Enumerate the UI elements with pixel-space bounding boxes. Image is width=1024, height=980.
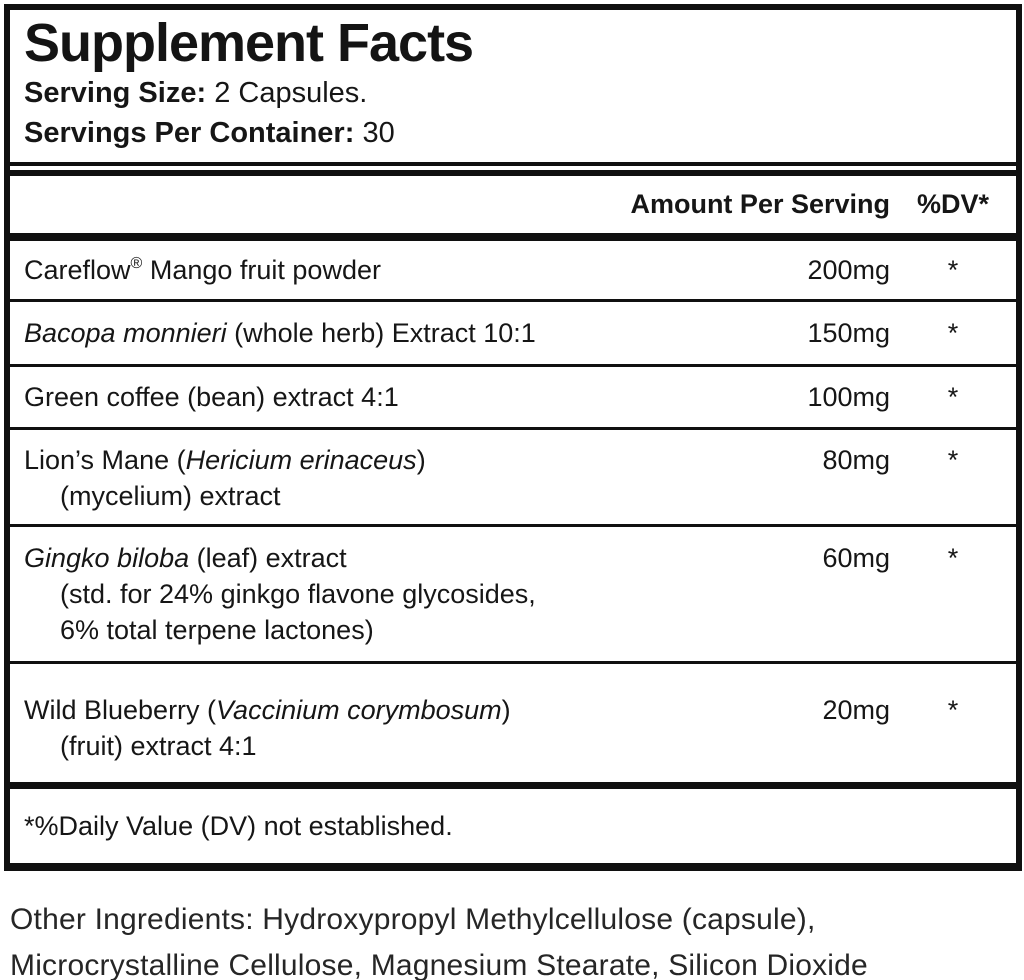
ingredient-amount: 80mg [822, 445, 890, 476]
ingredient-amount: 20mg [822, 695, 890, 726]
ingredient-dv: * [947, 382, 959, 413]
ingredient-amount: 100mg [807, 382, 890, 413]
ingredient-dv: * [947, 543, 959, 574]
ingredient-dv: * [947, 695, 959, 726]
ingredient-name-text: Mango fruit powder [142, 255, 381, 286]
ingredient-name-continuation: (std. for 24% ginkgo flavone glycosides, [60, 579, 536, 610]
ingredient-latin-name: Gingko biloba [24, 543, 190, 574]
ingredient-name-line: Wild Blueberry (Vaccinium corymbosum) [24, 692, 562, 728]
ingredient-name-continuation: (mycelium) extract [60, 481, 281, 512]
serving-size-value: 2 Capsules. [214, 77, 368, 110]
ingredient-latin-name: Hericium erinaceus [185, 445, 417, 476]
ingredient-name: Lion’s Mane (Hericium erinaceus) (myceli… [10, 442, 570, 514]
dv-footnote: *%Daily Value (DV) not established. [24, 811, 453, 842]
table-row-green-coffee: Green coffee (bean) extract 4:1 100mg * [10, 367, 1016, 431]
serving-size-label: Serving Size: [24, 77, 207, 110]
amount-column-header: Amount Per Serving [630, 189, 890, 220]
ingredient-name-text: ) [501, 695, 511, 726]
ingredient-name-line: Bacopa monnieri (whole herb) Extract 10:… [24, 315, 562, 351]
ingredient-latin-name: Vaccinium corymbosum [216, 695, 502, 726]
table-row-bacopa-monnieri: Bacopa monnieri (whole herb) Extract 10:… [10, 302, 1016, 368]
ingredient-name-line: Careflow® Mango fruit powder [24, 252, 562, 288]
table-row-wild-blueberry: Wild Blueberry (Vaccinium corymbosum) (f… [10, 664, 1016, 790]
ingredient-latin-name: Bacopa monnieri [24, 318, 227, 349]
ingredient-dv: * [947, 445, 959, 476]
ingredient-name: Bacopa monnieri (whole herb) Extract 10:… [10, 315, 570, 351]
table-row-gingko-biloba: Gingko biloba (leaf) extract (std. for 2… [10, 527, 1016, 665]
ingredient-name-continuation: (fruit) extract 4:1 [60, 731, 257, 762]
ingredient-name: Gingko biloba (leaf) extract (std. for 2… [10, 540, 570, 648]
ingredient-dv: * [947, 318, 959, 349]
ingredient-name-text: (whole herb) Extract 10:1 [226, 318, 536, 349]
header-spacer [10, 188, 570, 221]
ingredient-name: Green coffee (bean) extract 4:1 [10, 379, 570, 415]
table-row-lions-mane: Lion’s Mane (Hericium erinaceus) (myceli… [10, 430, 1016, 528]
ingredient-dv: * [947, 255, 959, 286]
servings-per-container-value: 30 [362, 117, 395, 150]
ingredient-name-text: (leaf) extract [189, 543, 347, 574]
servings-per-container-label: Servings Per Container: [24, 117, 355, 150]
serving-size-line: Serving Size: 2 Capsules. [24, 75, 1002, 112]
ingredient-name-text: ) [416, 445, 426, 476]
supplement-facts-box: Supplement Facts Serving Size: 2 Capsule… [4, 4, 1022, 872]
ingredient-name-text: Lion’s Mane ( [24, 445, 186, 476]
title-section: Supplement Facts Serving Size: 2 Capsule… [10, 10, 1016, 167]
ingredient-name: Careflow® Mango fruit powder [10, 252, 570, 288]
double-rule-gap [10, 166, 1016, 171]
registered-trademark-symbol: ® [130, 255, 143, 273]
ingredient-name: Wild Blueberry (Vaccinium corymbosum) (f… [10, 692, 570, 764]
ingredient-amount: 150mg [807, 318, 890, 349]
ingredient-name-text: Careflow [24, 255, 131, 286]
ingredient-amount: 60mg [822, 543, 890, 574]
table-row-careflow-mango: Careflow® Mango fruit powder 200mg * [10, 241, 1016, 303]
ingredient-name-text: Wild Blueberry ( [24, 695, 217, 726]
other-ingredients-text: Other Ingredients: Hydroxypropyl Methylc… [10, 903, 868, 980]
ingredient-name-line: Lion’s Mane (Hericium erinaceus) [24, 442, 562, 478]
table-header-row: Amount Per Serving %DV* [10, 176, 1016, 242]
ingredient-name-line: Green coffee (bean) extract 4:1 [24, 379, 562, 415]
dv-column-header: %DV* [916, 189, 990, 220]
ingredient-name-continuation: 6% total terpene lactones) [60, 615, 374, 646]
ingredient-amount: 200mg [807, 255, 890, 286]
facts-table: Amount Per Serving %DV* Careflow® Mango … [10, 170, 1016, 863]
ingredient-name-line: Gingko biloba (leaf) extract [24, 540, 562, 576]
page-title: Supplement Facts [24, 13, 474, 73]
ingredient-name-text: Green coffee (bean) extract 4:1 [24, 382, 399, 413]
servings-per-container-line: Servings Per Container: 30 [24, 115, 1002, 152]
